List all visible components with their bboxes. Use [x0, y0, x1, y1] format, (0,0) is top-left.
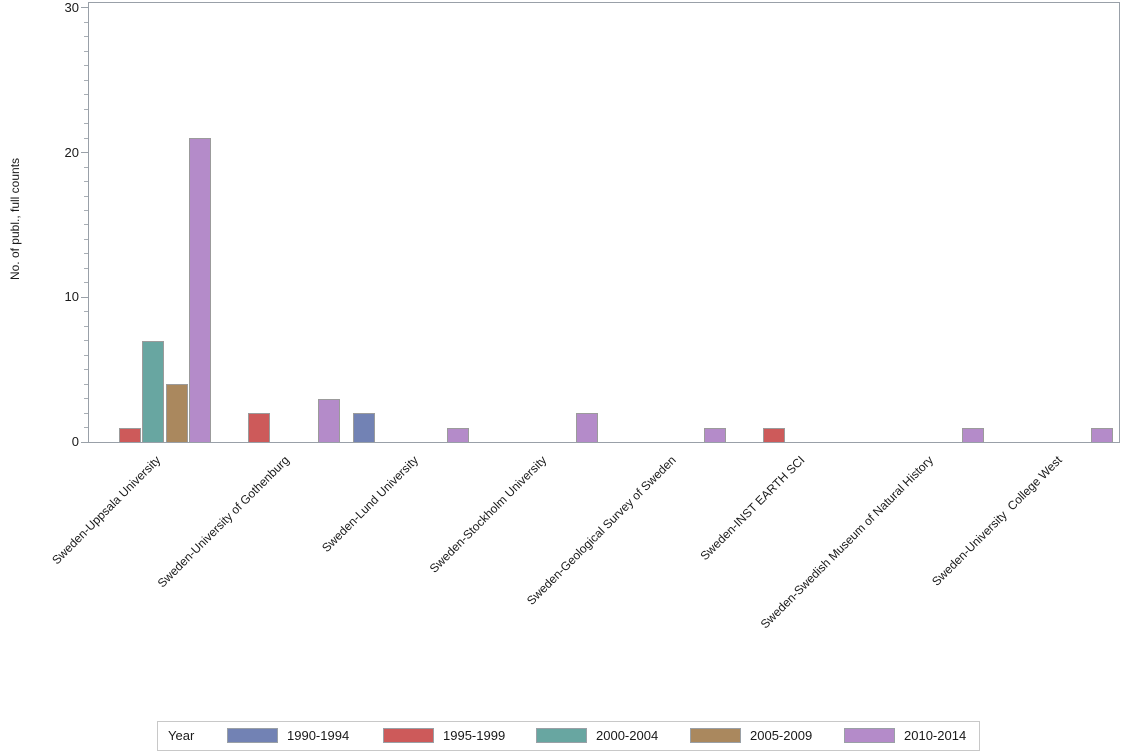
- bar-2010-2014-cat4: [704, 428, 727, 442]
- y-axis-minor-tick: [84, 123, 88, 125]
- y-axis-minor-tick: [84, 224, 88, 226]
- x-axis-category-label: Sweden-Geological Survey of Sweden: [523, 453, 679, 608]
- x-axis-category-label: Sweden-Stockholm University: [426, 453, 550, 576]
- bar-2010-2014-cat1: [318, 399, 341, 442]
- y-axis-minor-tick: [84, 383, 88, 385]
- y-axis-minor-tick: [84, 166, 88, 168]
- y-axis-minor-tick: [84, 325, 88, 327]
- bar-1995-1999-cat0: [118, 428, 141, 442]
- y-axis-minor-tick: [84, 209, 88, 211]
- y-axis-minor-tick: [84, 108, 88, 110]
- bar-2010-2014-cat0: [189, 138, 212, 442]
- y-axis-tick-label: 30: [64, 0, 79, 15]
- x-axis-category-label: Sweden-Uppsala University: [49, 453, 164, 568]
- y-axis-major-tick: [81, 441, 88, 443]
- y-axis-minor-tick: [84, 398, 88, 400]
- y-axis-minor-tick: [84, 65, 88, 67]
- bar-2010-2014-cat7: [1090, 428, 1113, 442]
- legend-label: 1990-1994: [287, 728, 350, 743]
- plot-area: 0 10 20 30 Sweden-Uppsala University Sweden-U…: [49, 0, 1120, 631]
- legend-swatch-2005-2009: [690, 728, 741, 743]
- y-axis-minor-tick: [84, 238, 88, 240]
- y-axis-minor-tick: [84, 137, 88, 139]
- legend-label: 1995-1999: [443, 728, 506, 743]
- y-axis-tick-label: 20: [64, 144, 79, 160]
- y-axis-minor-tick: [84, 21, 88, 23]
- legend-label: 2000-2004: [596, 728, 659, 743]
- x-axis-category-label: Sweden-University College West: [928, 453, 1065, 589]
- bar-2010-2014-cat6: [961, 428, 984, 442]
- x-axis-category-label: Sweden-Lund University: [318, 453, 421, 555]
- y-axis-minor-tick: [84, 311, 88, 313]
- y-axis-minor-tick: [84, 79, 88, 81]
- y-axis-major-tick: [81, 152, 88, 154]
- bar-2000-2004-cat0: [142, 341, 165, 442]
- legend-swatch-2010-2014: [844, 728, 895, 743]
- y-axis-minor-tick: [84, 340, 88, 342]
- bar-1990-1994-cat2: [352, 413, 375, 442]
- y-axis-minor-tick: [84, 427, 88, 429]
- y-axis-major-tick: [81, 7, 88, 9]
- y-axis-minor-tick: [84, 354, 88, 356]
- y-axis-minor-tick: [84, 412, 88, 414]
- y-axis-tick-label: 10: [64, 289, 79, 305]
- bar-2010-2014-cat2: [446, 428, 469, 442]
- y-axis-minor-tick: [84, 50, 88, 52]
- legend-label: 2005-2009: [750, 728, 813, 743]
- bar-1995-1999-cat5: [762, 428, 785, 442]
- y-axis-title: No. of publ., full counts: [8, 157, 22, 281]
- y-axis-minor-tick: [84, 253, 88, 255]
- y-axis-minor-tick: [84, 181, 88, 183]
- legend-swatch-1990-1994: [227, 728, 278, 743]
- legend-title: Year: [168, 728, 195, 743]
- y-axis-tick-label: 0: [71, 434, 79, 449]
- legend: Year 1990-1994 1995-1999 2000-2004 2005-200…: [157, 721, 980, 751]
- y-axis-minor-tick: [84, 36, 88, 38]
- y-axis-major-tick: [81, 296, 88, 298]
- y-axis-minor-tick: [84, 369, 88, 371]
- y-axis-minor-tick: [84, 94, 88, 96]
- y-axis-minor-tick: [84, 267, 88, 269]
- y-axis-minor-tick: [84, 195, 88, 197]
- bar-2010-2014-cat3: [575, 413, 598, 442]
- bar-1995-1999-cat1: [247, 413, 270, 442]
- legend-label: 2010-2014: [904, 728, 967, 743]
- y-axis-minor-tick: [84, 282, 88, 284]
- bar-2005-2009-cat0: [165, 384, 188, 442]
- x-axis-category-label: Sweden-INST EARTH SCI: [696, 453, 808, 564]
- x-axis-category-label: Sweden-University of Gothenburg: [154, 453, 293, 591]
- legend-swatch-1995-1999: [383, 728, 434, 743]
- legend-swatch-2000-2004: [536, 728, 587, 743]
